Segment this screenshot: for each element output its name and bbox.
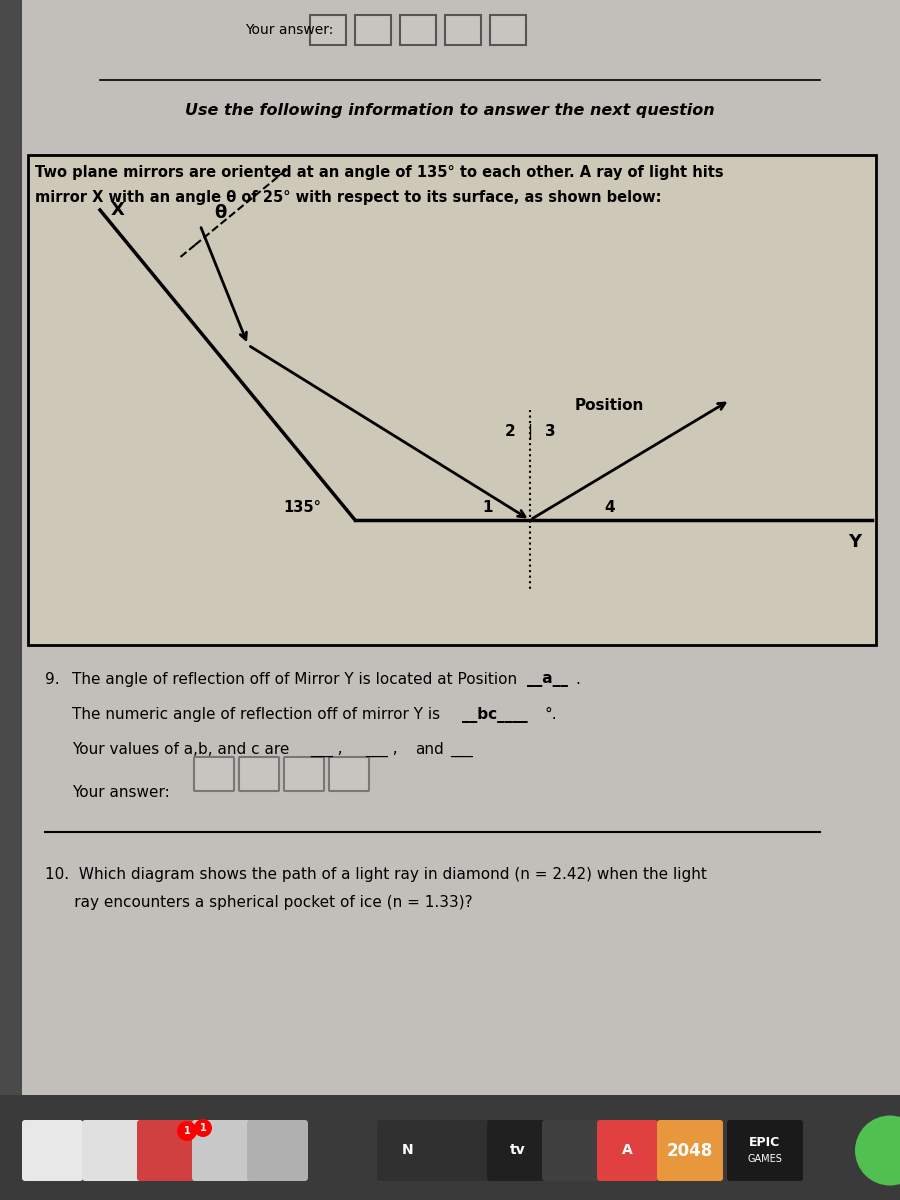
FancyBboxPatch shape [194,757,234,791]
Text: °.: °. [545,707,558,722]
FancyBboxPatch shape [432,1120,493,1181]
Text: ray encounters a spherical pocket of ice (n = 1.33)?: ray encounters a spherical pocket of ice… [45,895,473,910]
FancyBboxPatch shape [329,757,369,791]
FancyBboxPatch shape [310,14,346,44]
Text: ___: ___ [450,742,472,757]
FancyBboxPatch shape [445,14,481,44]
FancyBboxPatch shape [192,1120,253,1181]
Text: __bc____: __bc____ [462,707,527,722]
Text: Your answer:: Your answer: [72,785,170,800]
FancyBboxPatch shape [490,14,526,44]
Text: Position: Position [575,397,644,413]
Text: .: . [575,672,580,686]
FancyBboxPatch shape [597,1120,658,1181]
Text: 10.  Which diagram shows the path of a light ray in diamond (n = 2.42) when the : 10. Which diagram shows the path of a li… [45,866,706,882]
FancyBboxPatch shape [28,155,876,646]
FancyBboxPatch shape [400,14,436,44]
Text: mirror X with an angle θ of 25° with respect to its surface, as shown below:: mirror X with an angle θ of 25° with res… [35,190,662,205]
FancyBboxPatch shape [727,1120,803,1181]
Circle shape [177,1121,197,1141]
Text: θ: θ [214,204,226,222]
Text: The angle of reflection off of Mirror Y is located at Position: The angle of reflection off of Mirror Y … [72,672,518,686]
Text: 2: 2 [505,425,516,439]
Text: Y: Y [849,533,861,551]
Circle shape [194,1118,212,1138]
Text: 135°: 135° [284,499,321,515]
Text: and: and [415,742,444,757]
FancyBboxPatch shape [247,1120,308,1181]
Text: |: | [527,424,533,440]
FancyBboxPatch shape [487,1120,548,1181]
Text: tv: tv [509,1144,526,1158]
Text: EPIC: EPIC [750,1136,780,1150]
Text: 1: 1 [184,1126,191,1136]
Bar [0,0,22,1200]
Circle shape [855,1116,900,1186]
Text: Two plane mirrors are oriented at an angle of 135° to each other. A ray of light: Two plane mirrors are oriented at an ang… [35,164,724,180]
Text: 2048: 2048 [667,1141,713,1159]
Text: 3: 3 [544,425,555,439]
FancyBboxPatch shape [657,1120,723,1181]
Text: 1: 1 [482,500,493,516]
Text: ___ ,: ___ , [310,742,343,757]
Text: __a__: __a__ [527,672,568,686]
Text: 4: 4 [605,500,616,516]
FancyBboxPatch shape [239,757,279,791]
Text: A: A [622,1144,633,1158]
FancyBboxPatch shape [82,1120,143,1181]
Text: Use the following information to answer the next question: Use the following information to answer … [185,102,715,118]
FancyBboxPatch shape [542,1120,603,1181]
Text: N: N [401,1144,413,1158]
FancyBboxPatch shape [284,757,324,791]
Text: GAMES: GAMES [748,1153,782,1164]
FancyBboxPatch shape [355,14,391,44]
Text: Your values of a,b, and c are: Your values of a,b, and c are [72,742,290,757]
FancyBboxPatch shape [137,1120,198,1181]
Text: 1: 1 [200,1123,206,1133]
Text: X: X [111,200,125,218]
FancyBboxPatch shape [377,1120,438,1181]
Text: The numeric angle of reflection off of mirror Y is: The numeric angle of reflection off of m… [72,707,440,722]
Text: ___ ,: ___ , [365,742,398,757]
Text: 9.: 9. [45,672,59,686]
Text: Your answer:: Your answer: [245,23,333,37]
Bar [0,1094,900,1200]
FancyBboxPatch shape [22,1120,83,1181]
